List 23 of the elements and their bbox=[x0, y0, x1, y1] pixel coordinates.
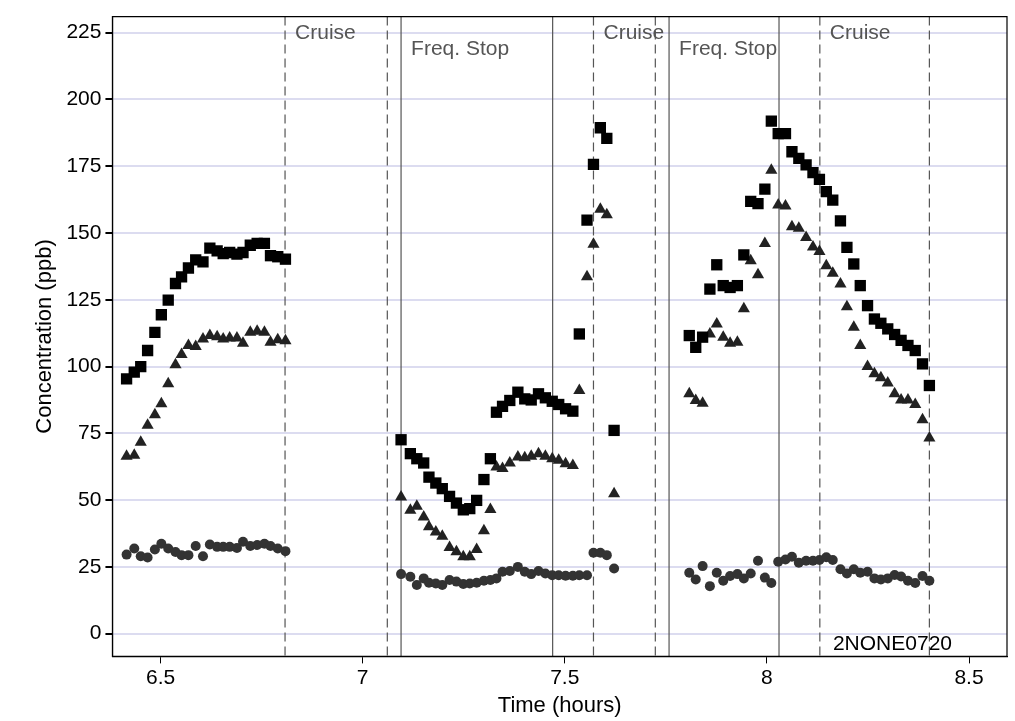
y-tick-label: 150 bbox=[66, 219, 102, 243]
ref-line-label: Freq. Stop bbox=[411, 35, 510, 59]
x-axis-title: Time (hours) bbox=[497, 691, 622, 717]
x-tick-label: 6.5 bbox=[145, 664, 176, 688]
x-tick-label: 8.5 bbox=[954, 664, 984, 688]
y-tick-label: 200 bbox=[66, 86, 102, 110]
y-tick-label: 100 bbox=[66, 353, 102, 377]
y-tick-label: 175 bbox=[66, 153, 102, 176]
ref-line-label: Cruise bbox=[829, 19, 891, 43]
ref-line-label: Cruise bbox=[295, 19, 356, 43]
y-tick-label: 75 bbox=[78, 420, 102, 444]
annotation: 2NONE0720 bbox=[832, 630, 952, 654]
ref-line-label: Cruise bbox=[603, 19, 665, 43]
x-tick-label: 8 bbox=[761, 664, 773, 688]
y-axis-title: Concentration (ppb) bbox=[31, 239, 57, 434]
x-tick-label: 7 bbox=[356, 664, 369, 688]
x-tick-label: 7.5 bbox=[550, 664, 580, 688]
y-tick-label: 225 bbox=[66, 19, 102, 43]
ref-line-label: Freq. Stop bbox=[679, 35, 778, 59]
y-tick-label: 0 bbox=[89, 620, 102, 644]
y-tick-label: 50 bbox=[78, 486, 102, 510]
y-tick-label: 25 bbox=[78, 553, 102, 577]
y-tick-label: 125 bbox=[66, 286, 102, 310]
